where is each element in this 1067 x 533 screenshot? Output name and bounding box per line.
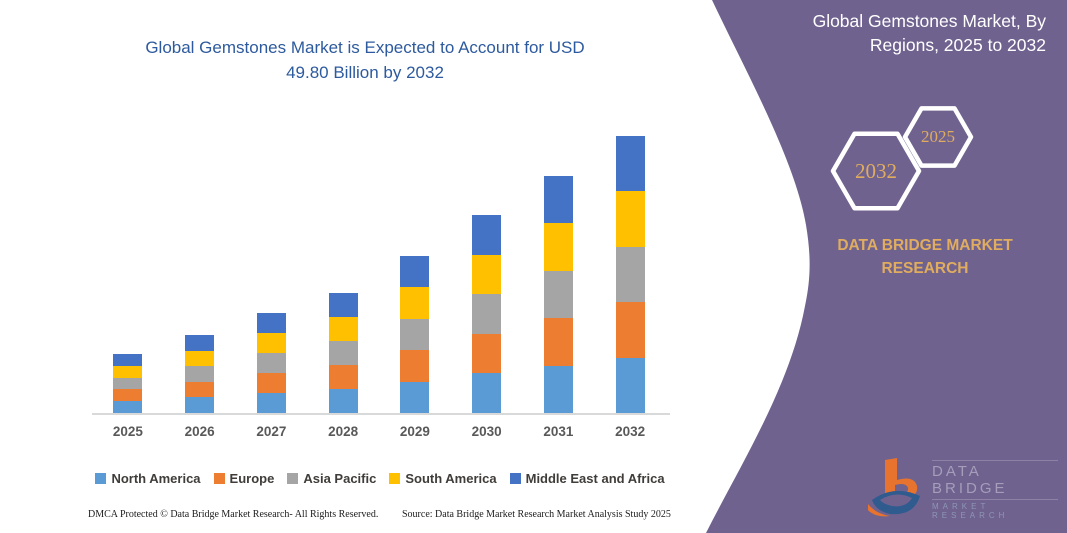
bar-segment-middle-east-and-africa: [472, 215, 502, 255]
legend-label: North America: [111, 471, 201, 486]
legend-item-asia-pacific: Asia Pacific: [287, 471, 376, 486]
x-tick-2029: 2029: [399, 424, 430, 439]
dbmr-logo-icon: [868, 458, 920, 517]
x-tick-2030: 2030: [471, 424, 502, 439]
x-axis-line: [92, 413, 670, 415]
hexagon-2032-label: 2032: [855, 159, 897, 183]
panel-heading-line1: Global Gemstones Market, By: [812, 11, 1046, 31]
bar-segment-asia-pacific: [543, 270, 573, 319]
bar-segment-europe: [328, 365, 358, 389]
legend-item-south-america: South America: [389, 471, 497, 486]
bar-segment-north-america: [185, 397, 215, 413]
logo-d-hole: [880, 494, 912, 507]
x-axis-labels: 2025 2026 2027 2028 2029 2030 2031 2032: [92, 424, 666, 439]
brand-line1: DATA BRIDGE MARKET: [837, 237, 1013, 254]
logo-name: DATA BRIDGE: [932, 463, 1008, 497]
bar-segment-europe: [543, 318, 573, 366]
bar-segment-south-america: [543, 223, 573, 271]
bar-segment-south-america: [113, 365, 143, 378]
chart-title-line1: Global Gemstones Market is Expected to A…: [145, 38, 585, 57]
bar-segment-south-america: [185, 350, 215, 367]
bar-2026: [185, 335, 215, 413]
bar-segment-europe: [472, 333, 502, 374]
footer-source-text: Source: Data Bridge Market Research Mark…: [402, 509, 671, 520]
legend-item-middle-east-and-africa: Middle East and Africa: [509, 471, 665, 486]
chart-title: Global Gemstones Market is Expected to A…: [75, 36, 655, 85]
dbmr-logo-text: DATA BRIDGE MARKET RESEARCH: [932, 458, 1058, 520]
logo-subtitle: MARKET RESEARCH: [932, 502, 1009, 520]
bar-2028: [328, 293, 358, 413]
logo-rule-top: [932, 460, 1058, 461]
x-tick-2025: 2025: [112, 424, 143, 439]
legend-swatch: [509, 473, 521, 484]
legend-label: Europe: [229, 471, 275, 486]
bar-2030: [472, 215, 502, 413]
bar-segment-europe: [400, 350, 430, 382]
x-tick-2026: 2026: [184, 424, 215, 439]
legend-label: Middle East and Africa: [525, 471, 665, 486]
chart-title-line2: 49.80 Billion by 2032: [286, 62, 444, 82]
bar-segment-asia-pacific: [113, 377, 143, 390]
bar-segment-south-america: [472, 254, 502, 295]
bar-segment-north-america: [543, 365, 573, 413]
panel-heading-line2: Regions, 2025 to 2032: [869, 34, 1046, 55]
bar-segment-north-america: [400, 381, 430, 413]
bar-segment-north-america: [472, 373, 502, 413]
bar-2031: [543, 176, 573, 413]
bar-segment-middle-east-and-africa: [185, 335, 215, 351]
legend-item-europe: Europe: [213, 471, 275, 486]
bar-segment-south-america: [400, 287, 430, 319]
legend-swatch: [95, 473, 107, 484]
stacked-bar-plot: [92, 120, 666, 413]
legend-swatch: [213, 473, 225, 484]
bar-segment-middle-east-and-africa: [113, 354, 143, 366]
panel-heading: Global Gemstones Market, By Regions, 202…: [778, 10, 1046, 57]
bar-segment-asia-pacific: [328, 341, 358, 365]
x-tick-2032: 2032: [615, 424, 646, 439]
bar-segment-middle-east-and-africa: [543, 176, 573, 224]
bar-segment-asia-pacific: [472, 294, 502, 334]
bar-segment-europe: [256, 373, 286, 393]
footer-dmca-text: DMCA Protected © Data Bridge Market Rese…: [88, 509, 379, 520]
bar-segment-middle-east-and-africa: [400, 256, 430, 288]
logo-rule-bottom: [932, 499, 1058, 500]
bar-segment-europe: [615, 302, 645, 358]
bar-segment-south-america: [615, 191, 645, 247]
x-tick-2027: 2027: [256, 424, 287, 439]
legend-item-north-america: North America: [95, 471, 201, 486]
bar-segment-asia-pacific: [256, 353, 286, 373]
bar-segment-north-america: [113, 401, 143, 413]
bar-2027: [256, 313, 286, 413]
legend-swatch: [287, 473, 299, 484]
brand-line2: RESEARCH: [881, 260, 969, 278]
bar-segment-europe: [185, 381, 215, 398]
brand-wordmark: DATA BRIDGE MARKET RESEARCH: [800, 234, 1050, 281]
hexagon-2025-label: 2025: [921, 127, 955, 146]
bar-segment-south-america: [328, 317, 358, 341]
bar-2029: [400, 256, 430, 413]
x-tick-2028: 2028: [328, 424, 359, 439]
bar-segment-asia-pacific: [400, 318, 430, 351]
bar-segment-middle-east-and-africa: [328, 293, 358, 317]
logo-crescent: [868, 504, 890, 517]
bar-2025: [113, 354, 143, 413]
chart-legend: North America Europe Asia Pacific South Ame…: [60, 471, 700, 486]
bar-2032: [615, 136, 645, 413]
bar-segment-middle-east-and-africa: [615, 136, 645, 192]
legend-label: Asia Pacific: [303, 471, 377, 486]
bar-segment-middle-east-and-africa: [256, 313, 286, 333]
legend-label: South America: [405, 471, 497, 486]
legend-swatch: [389, 473, 401, 484]
bar-segment-south-america: [256, 333, 286, 353]
bar-segment-north-america: [256, 393, 286, 413]
bar-segment-europe: [113, 389, 143, 402]
dbmr-logo: DATA BRIDGE MARKET RESEARCH: [868, 458, 1058, 520]
logo-b-shape: [885, 458, 918, 502]
bar-segment-asia-pacific: [615, 246, 645, 303]
bar-segment-north-america: [328, 389, 358, 413]
x-tick-2031: 2031: [543, 424, 574, 439]
bar-segment-north-america: [615, 357, 645, 413]
bar-segment-asia-pacific: [185, 366, 215, 382]
